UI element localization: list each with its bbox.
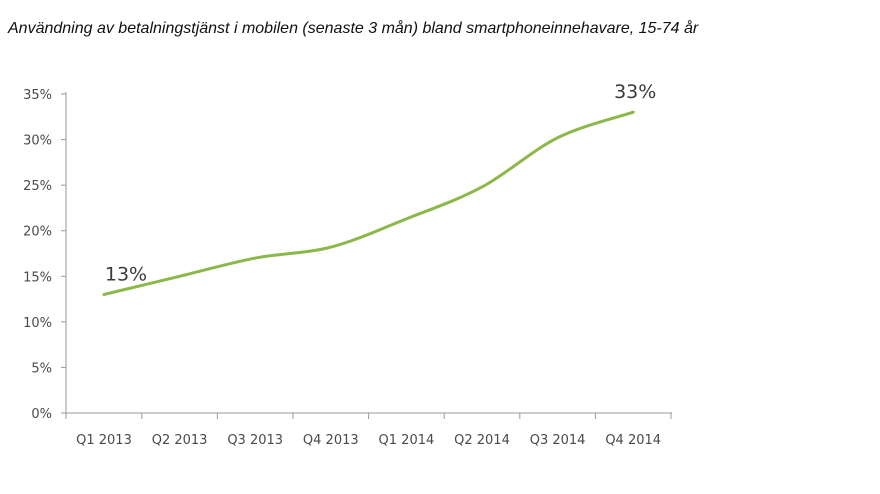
x-tick-label: Q4 2013 [303, 433, 359, 448]
y-tick-label: 5% [31, 361, 52, 376]
series-group [102, 110, 635, 297]
x-tick-label: Q4 2014 [605, 433, 661, 448]
x-tick-label: Q1 2014 [379, 433, 435, 448]
y-tick-label: 20% [23, 225, 52, 240]
y-tick-label: 15% [23, 270, 52, 285]
y-axis: 0% 5% 10% 15% 20% 25% 30% 35% [23, 88, 67, 422]
chart-title: Användning av betalningstjänst i mobilen… [8, 20, 699, 37]
x-tick-label: Q3 2013 [227, 433, 283, 448]
y-tick-label: 35% [23, 88, 52, 103]
series-line [102, 110, 635, 297]
y-tick-label: 0% [31, 407, 52, 422]
data-label: 13% [105, 264, 147, 286]
x-tick-label: Q3 2014 [530, 433, 586, 448]
y-tick-label: 25% [23, 179, 52, 194]
x-tick-label: Q2 2013 [152, 433, 208, 448]
data-label: 33% [614, 81, 656, 103]
x-tick-label: Q2 2014 [454, 433, 510, 448]
y-tick-label: 30% [23, 134, 52, 149]
data-labels: 13% 33% [105, 81, 656, 285]
x-tick-label: Q1 2013 [76, 433, 132, 448]
y-tick-label: 10% [23, 316, 52, 331]
x-axis: Q1 2013 Q2 2013 Q3 2013 Q4 2013 Q1 2014 Q2 20… [65, 412, 672, 448]
